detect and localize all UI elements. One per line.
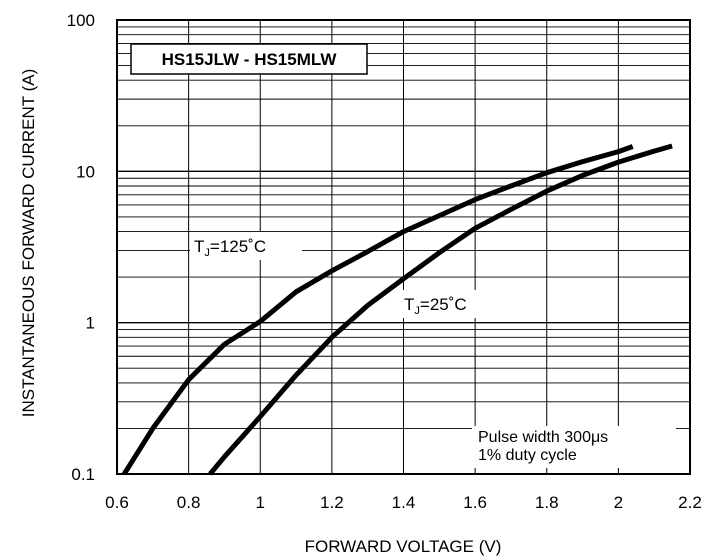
plot-frame	[116, 19, 691, 475]
series-label-25c-sub: J	[414, 305, 420, 317]
x-tick-label: 1.4	[392, 493, 416, 512]
series-label-125c-sub: J	[204, 247, 210, 259]
x-axis-title: FORWARD VOLTAGE (V)	[305, 537, 502, 556]
series-label-125c: TJ=125˚C	[194, 237, 266, 259]
note-box	[472, 426, 676, 468]
series-label-125c-main: T	[194, 237, 204, 256]
note-line-pulse-width: Pulse width 300μs	[478, 429, 608, 446]
x-tick-labels: 0.6 0.8 1 1.2 1.4 1.6 1.8 2 2.2	[105, 493, 702, 512]
title-box	[130, 43, 368, 75]
y-tick-labels: 0.1 1 10 100	[67, 11, 95, 484]
x-tick-label: 1.2	[320, 493, 344, 512]
x-tick-label: 2	[614, 493, 623, 512]
series-label-25c-rest: =25˚C	[420, 295, 467, 314]
series-label-bg-25c	[400, 290, 486, 318]
series-layer	[122, 143, 673, 476]
y-tick-label: 100	[67, 11, 95, 30]
series-label-bg-125c	[190, 232, 302, 260]
y-tick-label: 1	[86, 314, 95, 333]
x-tick-label: 1	[256, 493, 265, 512]
series-line-25c	[208, 143, 673, 476]
x-tick-label: 0.6	[105, 493, 129, 512]
series-line-125c	[122, 144, 634, 476]
series-label-125c-rest: =125˚C	[210, 237, 266, 256]
series-label-25c: TJ=25˚C	[404, 295, 467, 317]
x-tick-label: 1.6	[463, 493, 487, 512]
chart-title: HS15JLW - HS15MLW	[162, 50, 338, 69]
y-axis-title: INSTANTANEOUS FORWARD CURRENT (A)	[19, 69, 38, 418]
x-tick-label: 0.8	[177, 493, 201, 512]
grid-lines	[116, 20, 691, 475]
series-label-25c-main: T	[404, 295, 414, 314]
y-tick-label: 0.1	[71, 465, 95, 484]
note-line-duty-cycle: 1% duty cycle	[478, 447, 577, 464]
y-tick-label: 10	[76, 162, 95, 181]
x-tick-label: 1.8	[535, 493, 559, 512]
x-tick-label: 2.2	[678, 493, 702, 512]
